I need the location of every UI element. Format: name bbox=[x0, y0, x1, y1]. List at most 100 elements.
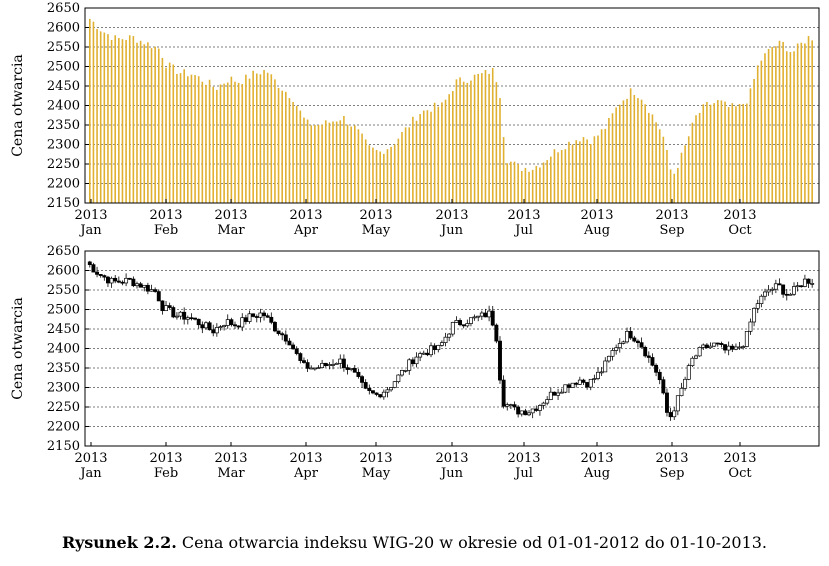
bar bbox=[648, 112, 650, 203]
bar bbox=[731, 103, 734, 203]
candle-body bbox=[650, 357, 655, 366]
bar bbox=[364, 139, 367, 203]
bar bbox=[640, 99, 643, 203]
candle-body bbox=[617, 343, 622, 349]
bar bbox=[245, 74, 247, 203]
bar bbox=[157, 48, 160, 204]
y-tick-label: 2600 bbox=[47, 21, 80, 36]
bar bbox=[183, 69, 185, 203]
candle-body bbox=[302, 360, 306, 363]
bar bbox=[517, 164, 519, 203]
bar bbox=[412, 116, 414, 203]
chart-top-bars bbox=[89, 18, 813, 204]
x-tick-month: Jun bbox=[439, 466, 464, 481]
x-tick-year: 2013 bbox=[723, 208, 756, 223]
candle-body bbox=[403, 369, 408, 372]
x-tick-year: 2013 bbox=[289, 208, 322, 223]
x-tick-month: Oct bbox=[728, 223, 752, 238]
chart-bottom-candle-panel: 2150 2200 2250 2300 2350 2400 2450 2500 2550 2600… bbox=[10, 244, 820, 481]
candle-body bbox=[320, 362, 325, 368]
bar bbox=[96, 29, 98, 204]
bar bbox=[778, 40, 781, 204]
y-tick-label: 2350 bbox=[47, 361, 80, 376]
bar bbox=[470, 80, 472, 203]
bar bbox=[147, 42, 149, 203]
candle-body bbox=[567, 384, 571, 388]
bar bbox=[401, 132, 403, 203]
x-tick-month: Aug bbox=[583, 466, 610, 481]
candle-body bbox=[563, 384, 568, 393]
candle-body bbox=[356, 371, 361, 377]
candle-body bbox=[694, 355, 698, 359]
candle-body bbox=[116, 280, 121, 283]
bar bbox=[550, 156, 552, 203]
bar bbox=[172, 64, 175, 203]
bar bbox=[317, 125, 320, 203]
candle-body bbox=[272, 322, 277, 332]
candle-body bbox=[138, 283, 143, 288]
y-tick-label: 2500 bbox=[47, 303, 80, 318]
bar bbox=[343, 116, 345, 203]
bar bbox=[804, 43, 806, 203]
candle-body bbox=[113, 277, 118, 282]
bar bbox=[724, 101, 726, 203]
bar bbox=[796, 43, 799, 203]
candle-body bbox=[233, 324, 237, 327]
candle-body bbox=[610, 350, 615, 357]
candle-body bbox=[124, 277, 129, 284]
bar bbox=[128, 35, 131, 203]
bar bbox=[680, 152, 683, 203]
x-tick-year: 2013 bbox=[580, 451, 613, 466]
x-tick-year: 2013 bbox=[149, 208, 182, 223]
bar bbox=[197, 76, 200, 203]
figure-caption: Rysunek 2.2. Cena otwarcia indeksu WIG-2… bbox=[0, 533, 829, 552]
candle-body bbox=[410, 359, 415, 365]
bar bbox=[350, 126, 352, 203]
candle-body bbox=[596, 371, 600, 379]
candle-body bbox=[606, 355, 611, 362]
bar bbox=[579, 141, 581, 203]
bar bbox=[386, 149, 389, 203]
bar bbox=[800, 42, 803, 204]
bar bbox=[749, 88, 752, 203]
bar bbox=[379, 151, 381, 203]
candle-body bbox=[752, 307, 757, 323]
x-tick-year: 2013 bbox=[655, 451, 688, 466]
bar bbox=[524, 167, 527, 203]
x-tick-month: Mar bbox=[217, 223, 245, 238]
candle-body bbox=[211, 329, 216, 334]
bar bbox=[136, 42, 138, 204]
bar bbox=[375, 149, 378, 203]
candle-body bbox=[374, 392, 379, 395]
x-tick-month: Jul bbox=[513, 466, 533, 481]
bar bbox=[753, 78, 755, 203]
bar bbox=[125, 39, 127, 204]
candle-body bbox=[312, 367, 317, 370]
bar bbox=[626, 98, 628, 203]
bar bbox=[212, 86, 215, 203]
bar bbox=[361, 133, 363, 203]
candle-body bbox=[432, 345, 437, 351]
bar bbox=[782, 41, 784, 204]
bar bbox=[303, 117, 305, 203]
candle-body bbox=[396, 374, 401, 382]
candle-body bbox=[127, 277, 132, 280]
y-tick-label: 2150 bbox=[47, 439, 80, 454]
bar bbox=[324, 120, 327, 203]
bar bbox=[455, 79, 458, 203]
candle-body bbox=[498, 340, 502, 381]
candle-body bbox=[436, 345, 441, 351]
candle-body bbox=[204, 322, 208, 329]
candle-body bbox=[494, 324, 499, 342]
bar bbox=[433, 102, 436, 203]
bar bbox=[306, 119, 309, 203]
bar bbox=[255, 73, 258, 204]
bar bbox=[383, 153, 385, 203]
candle-body bbox=[222, 325, 227, 328]
candle-body bbox=[200, 324, 205, 329]
y-tick-label: 2650 bbox=[47, 1, 80, 16]
x-tick-month: May bbox=[362, 466, 391, 481]
candle-body bbox=[254, 316, 259, 318]
bar bbox=[288, 98, 291, 203]
candle-body bbox=[280, 333, 285, 336]
